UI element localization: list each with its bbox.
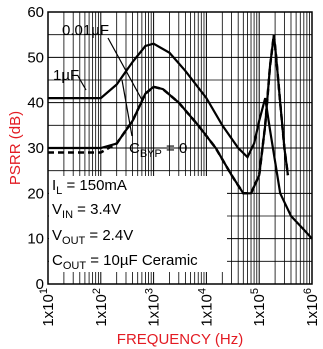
x-tick-label: 1x104 bbox=[196, 288, 215, 327]
x-tick-label: 1x105 bbox=[249, 288, 268, 327]
y-tick-label: 10 bbox=[27, 231, 44, 248]
leader-1uF bbox=[77, 75, 87, 91]
series-group bbox=[48, 34, 313, 240]
y-tick-label: 40 bbox=[27, 95, 44, 112]
series-line-1 bbox=[48, 34, 290, 195]
x-tick-label: 1x106 bbox=[302, 288, 321, 327]
y-tick-label: 50 bbox=[27, 49, 44, 66]
label-1uF: 1µF bbox=[53, 67, 79, 84]
leader-0.01uF bbox=[107, 37, 143, 101]
tick-labels: 0 10 20 30 40 50 60 1x101 1x102 1x103 1x104 1x105 1x… bbox=[27, 4, 321, 327]
y-axis-label: PSRR (dB) bbox=[7, 111, 24, 185]
x-tick-label: 1x102 bbox=[91, 288, 110, 327]
label-cbyp: CBYP = 0 bbox=[129, 140, 187, 160]
label-0.01uF: 0.01µF bbox=[62, 22, 109, 39]
condition-2: VOUT = 2.4V bbox=[52, 227, 133, 247]
x-axis-label: FREQUENCY (Hz) bbox=[117, 331, 243, 348]
leader-cbyp bbox=[121, 79, 133, 137]
conditions-box bbox=[49, 176, 227, 272]
y-tick-label: 0 bbox=[36, 276, 44, 293]
y-tick-label: 30 bbox=[27, 140, 44, 157]
series-line-0 bbox=[48, 42, 313, 240]
y-tick-label: 60 bbox=[27, 4, 44, 21]
annotations: 0.01µF 1µF CBYP = 0IL = 150mA VIN = 3.4V VOU… bbox=[52, 22, 198, 272]
x-tick-label: 1x101 bbox=[38, 288, 57, 327]
series-line-2 bbox=[48, 34, 289, 195]
condition-1: VIN = 3.4V bbox=[52, 201, 121, 221]
y-tick-label: 20 bbox=[27, 185, 44, 202]
condition-0: IL = 150mA bbox=[52, 177, 127, 197]
condition-3: COUT = 10µF Ceramic bbox=[52, 252, 198, 272]
x-tick-label: 1x103 bbox=[144, 288, 163, 327]
